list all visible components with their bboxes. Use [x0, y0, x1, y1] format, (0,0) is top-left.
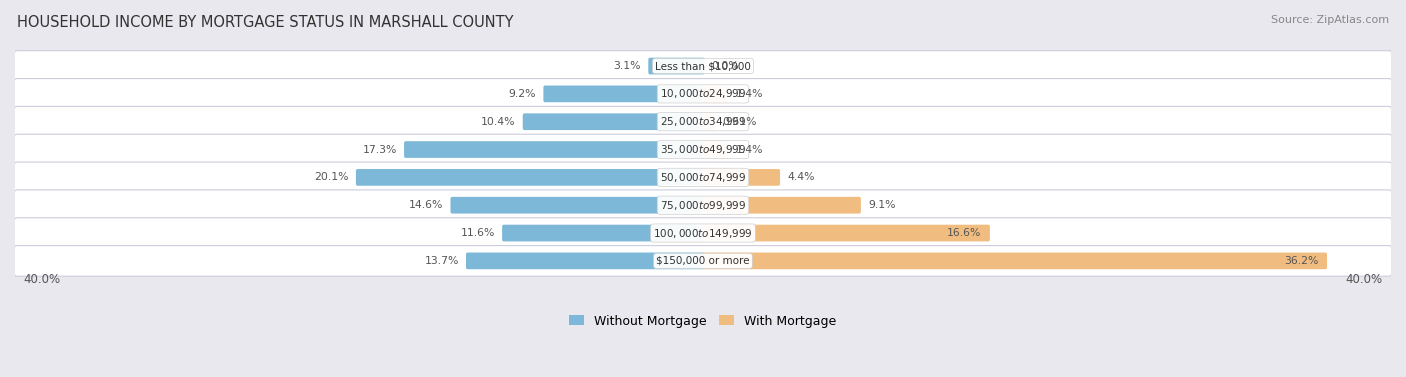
FancyBboxPatch shape — [648, 58, 704, 74]
Text: $10,000 to $24,999: $10,000 to $24,999 — [659, 87, 747, 100]
Text: $100,000 to $149,999: $100,000 to $149,999 — [654, 227, 752, 239]
Text: $35,000 to $49,999: $35,000 to $49,999 — [659, 143, 747, 156]
Text: 9.2%: 9.2% — [509, 89, 536, 99]
Text: $75,000 to $99,999: $75,000 to $99,999 — [659, 199, 747, 212]
Text: 20.1%: 20.1% — [314, 172, 349, 182]
FancyBboxPatch shape — [702, 141, 728, 158]
FancyBboxPatch shape — [356, 169, 704, 186]
Text: $150,000 or more: $150,000 or more — [657, 256, 749, 266]
FancyBboxPatch shape — [14, 134, 1392, 165]
FancyBboxPatch shape — [702, 113, 714, 130]
Text: 11.6%: 11.6% — [461, 228, 495, 238]
FancyBboxPatch shape — [702, 197, 860, 213]
FancyBboxPatch shape — [702, 253, 1327, 269]
Text: 4.4%: 4.4% — [787, 172, 815, 182]
Text: 13.7%: 13.7% — [425, 256, 458, 266]
Text: 40.0%: 40.0% — [1346, 273, 1382, 286]
Text: 9.1%: 9.1% — [868, 200, 896, 210]
Text: 36.2%: 36.2% — [1285, 256, 1319, 266]
Text: HOUSEHOLD INCOME BY MORTGAGE STATUS IN MARSHALL COUNTY: HOUSEHOLD INCOME BY MORTGAGE STATUS IN M… — [17, 15, 513, 30]
Text: Source: ZipAtlas.com: Source: ZipAtlas.com — [1271, 15, 1389, 25]
Text: $25,000 to $34,999: $25,000 to $34,999 — [659, 115, 747, 128]
FancyBboxPatch shape — [450, 197, 704, 213]
Text: 0.0%: 0.0% — [711, 61, 740, 71]
FancyBboxPatch shape — [523, 113, 704, 130]
FancyBboxPatch shape — [14, 245, 1392, 276]
FancyBboxPatch shape — [14, 190, 1392, 221]
FancyBboxPatch shape — [14, 218, 1392, 248]
Text: 3.1%: 3.1% — [613, 61, 641, 71]
FancyBboxPatch shape — [14, 78, 1392, 109]
FancyBboxPatch shape — [702, 86, 728, 102]
FancyBboxPatch shape — [404, 141, 704, 158]
Text: 1.4%: 1.4% — [735, 89, 763, 99]
Text: 14.6%: 14.6% — [409, 200, 443, 210]
FancyBboxPatch shape — [543, 86, 704, 102]
Legend: Without Mortgage, With Mortgage: Without Mortgage, With Mortgage — [569, 314, 837, 328]
Text: 17.3%: 17.3% — [363, 144, 396, 155]
Text: $50,000 to $74,999: $50,000 to $74,999 — [659, 171, 747, 184]
Text: 1.4%: 1.4% — [735, 144, 763, 155]
Text: 40.0%: 40.0% — [24, 273, 60, 286]
FancyBboxPatch shape — [14, 106, 1392, 137]
FancyBboxPatch shape — [14, 162, 1392, 193]
Text: Less than $10,000: Less than $10,000 — [655, 61, 751, 71]
Text: 10.4%: 10.4% — [481, 117, 516, 127]
FancyBboxPatch shape — [502, 225, 704, 241]
Text: 0.61%: 0.61% — [723, 117, 756, 127]
Text: 16.6%: 16.6% — [948, 228, 981, 238]
FancyBboxPatch shape — [14, 51, 1392, 81]
FancyBboxPatch shape — [702, 169, 780, 186]
FancyBboxPatch shape — [465, 253, 704, 269]
FancyBboxPatch shape — [702, 225, 990, 241]
